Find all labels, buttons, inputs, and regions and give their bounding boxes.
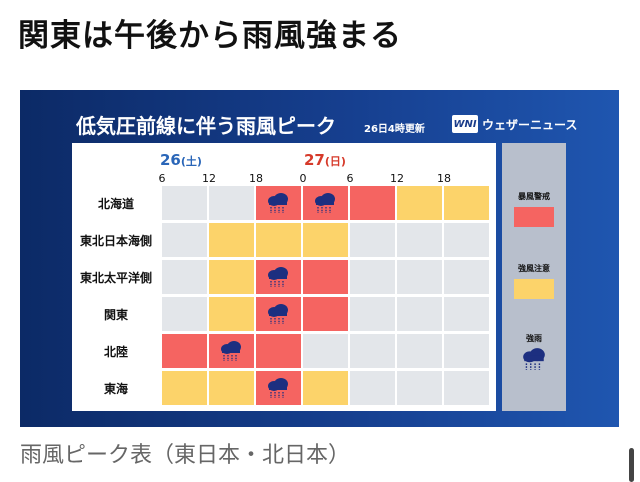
peak-cell bbox=[303, 371, 348, 405]
legend: 暴風警戒 強風注意 強雨 bbox=[502, 143, 566, 411]
rain-cloud-icon bbox=[221, 341, 241, 361]
region-label: 東北日本海側 bbox=[79, 233, 152, 248]
wni-logo-icon: WNI bbox=[452, 115, 478, 133]
hour-tick-label: 12 bbox=[390, 172, 404, 185]
hour-tick-label: 18 bbox=[249, 172, 263, 185]
peak-cell bbox=[350, 223, 395, 257]
scrollbar[interactable] bbox=[629, 448, 634, 482]
peak-cell bbox=[209, 260, 254, 294]
rain-cloud-icon bbox=[268, 378, 288, 398]
peak-cell bbox=[256, 371, 301, 405]
peak-cell bbox=[350, 297, 395, 331]
region-label: 東海 bbox=[103, 381, 128, 396]
peak-cell bbox=[256, 260, 301, 294]
peak-cell bbox=[256, 334, 301, 368]
peak-cell bbox=[397, 334, 442, 368]
rain-cloud-icon bbox=[523, 348, 545, 370]
peak-cell bbox=[162, 186, 207, 220]
hour-tick-label: 18 bbox=[437, 172, 451, 185]
figure-title: 低気圧前線に伴う雨風ピーク bbox=[76, 114, 336, 138]
peak-cell bbox=[303, 297, 348, 331]
region-label: 関東 bbox=[103, 307, 128, 322]
peak-cell bbox=[303, 334, 348, 368]
legend-heavy-rain-label: 強雨 bbox=[526, 334, 542, 343]
peak-cell bbox=[256, 186, 301, 220]
peak-cell bbox=[397, 371, 442, 405]
rain-cloud-icon bbox=[268, 304, 288, 324]
peak-cell bbox=[397, 223, 442, 257]
legend-wind-advisory-swatch bbox=[514, 279, 554, 299]
headline: 関東は午後から雨風強まる bbox=[18, 18, 402, 54]
peak-cell bbox=[162, 297, 207, 331]
region-label: 北海道 bbox=[97, 196, 134, 211]
rain-wind-peak-figure: 低気圧前線に伴う雨風ピーク 26日4時更新 WNI ウェザーニュース 26(土)… bbox=[20, 90, 619, 427]
region-label: 東北太平洋側 bbox=[79, 270, 152, 285]
peak-cell bbox=[209, 223, 254, 257]
peak-cell bbox=[162, 223, 207, 257]
peak-table: 26(土) 27(日) 6 12 18 0 6 12 18 北海道東北日本海側 東北太平洋側 関東… bbox=[72, 143, 496, 411]
peak-cell bbox=[350, 371, 395, 405]
peak-cell bbox=[256, 297, 301, 331]
peak-cell bbox=[209, 186, 254, 220]
peak-cell bbox=[303, 223, 348, 257]
peak-cell bbox=[256, 223, 301, 257]
brand-name: ウェザーニュース bbox=[482, 117, 578, 132]
rain-cloud-icon bbox=[268, 193, 288, 213]
peak-cell bbox=[350, 260, 395, 294]
peak-cell bbox=[209, 371, 254, 405]
peak-cell bbox=[209, 297, 254, 331]
peak-cell bbox=[444, 334, 489, 368]
peak-cell bbox=[444, 260, 489, 294]
hour-tick-label: 6 bbox=[346, 172, 354, 185]
peak-cell bbox=[162, 334, 207, 368]
legend-wind-advisory-label: 強風注意 bbox=[518, 264, 550, 273]
peak-cell bbox=[209, 334, 254, 368]
rain-cloud-icon bbox=[268, 267, 288, 287]
peak-cell bbox=[162, 371, 207, 405]
hour-tick-label: 12 bbox=[202, 172, 216, 185]
update-time: 26日4時更新 bbox=[364, 124, 425, 135]
region-label: 北陸 bbox=[103, 344, 128, 359]
legend-storm-warning-swatch bbox=[514, 207, 554, 227]
peak-cell bbox=[444, 297, 489, 331]
day-26-label: 26(土) bbox=[160, 151, 202, 169]
hour-tick-label: 0 bbox=[299, 172, 307, 185]
peak-cell bbox=[303, 186, 348, 220]
peak-cell bbox=[444, 223, 489, 257]
legend-storm-warning-label: 暴風警戒 bbox=[518, 192, 550, 201]
peak-cell bbox=[397, 260, 442, 294]
peak-cell bbox=[397, 297, 442, 331]
weathernews-brand: WNI ウェザーニュース bbox=[452, 114, 577, 134]
peak-cell bbox=[397, 186, 442, 220]
figure-caption: 雨風ピーク表（東日本・北日本） bbox=[20, 443, 351, 468]
day-27-label: 27(日) bbox=[304, 151, 346, 169]
peak-cell bbox=[444, 186, 489, 220]
peak-cell bbox=[350, 186, 395, 220]
peak-cell bbox=[350, 334, 395, 368]
peak-cell bbox=[162, 260, 207, 294]
rain-cloud-icon bbox=[315, 193, 335, 213]
hour-tick-label: 6 bbox=[158, 172, 166, 185]
peak-cell bbox=[444, 371, 489, 405]
peak-cell bbox=[303, 260, 348, 294]
